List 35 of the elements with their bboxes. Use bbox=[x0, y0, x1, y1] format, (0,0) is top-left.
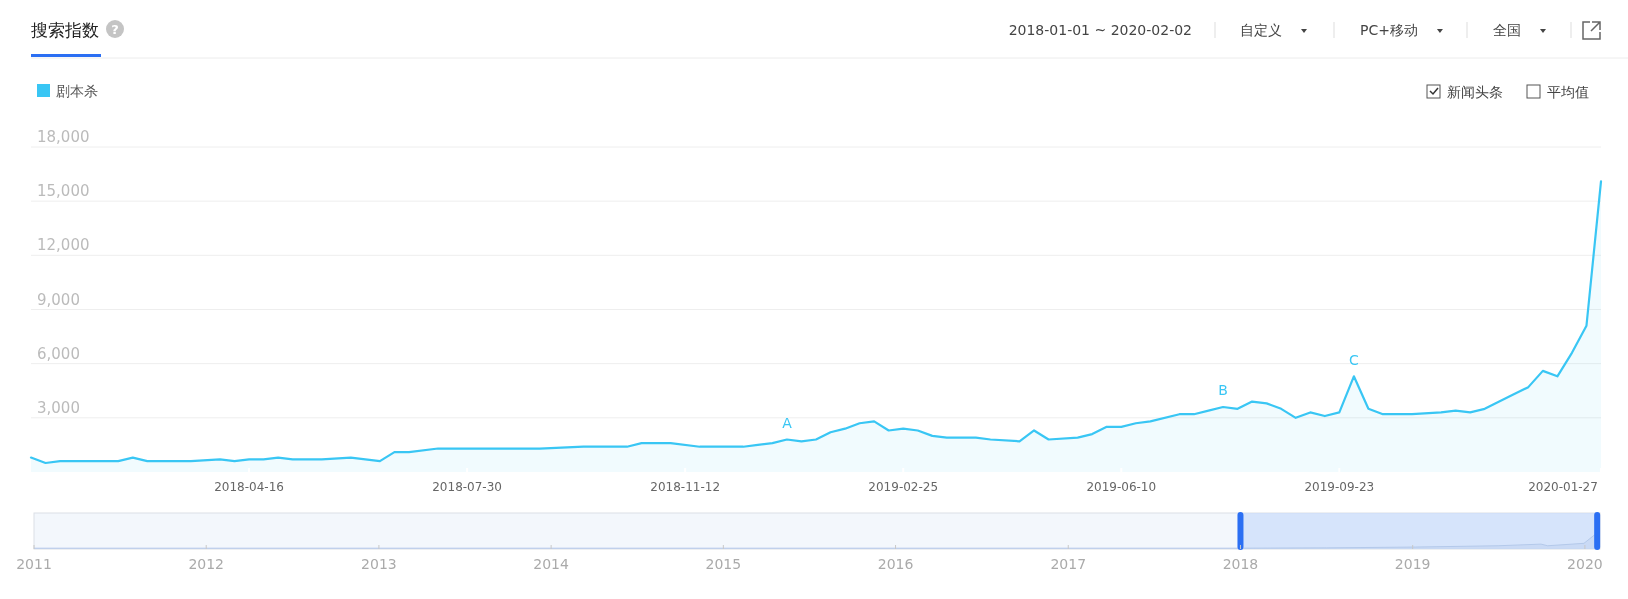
x-tick-label: 2016 bbox=[877, 556, 914, 572]
annotation: A bbox=[782, 415, 793, 432]
y-tick-label: 15,000 bbox=[37, 182, 90, 201]
chart-subtitle: 2018-01-01 ~ 2020-02-02 bbox=[1008, 22, 1192, 38]
text: 自定义 bbox=[1240, 22, 1282, 38]
x-tick-label: 2015 bbox=[705, 556, 742, 572]
x-tick-label: 2014 bbox=[533, 556, 570, 572]
y-tick-label: 3,000 bbox=[37, 398, 80, 417]
x-tick-label: 2019 bbox=[1394, 556, 1431, 572]
y-tick-label: 6,000 bbox=[37, 344, 80, 363]
x-tick-label: 2020-01-27 bbox=[1528, 480, 1598, 494]
x-tick-label: 2019-02-25 bbox=[868, 480, 939, 494]
x-tick-label: 2018-11-12 bbox=[650, 480, 721, 494]
x-tick-label: 2019-09-23 bbox=[1304, 480, 1375, 494]
text: PC+移动 bbox=[1360, 22, 1418, 38]
x-tick-label: 2012 bbox=[188, 556, 225, 572]
x-tick-label: 2017 bbox=[1050, 556, 1087, 572]
text: 新闻头条 bbox=[1447, 84, 1503, 100]
text: 平均值 bbox=[1547, 84, 1589, 100]
text: 全国 bbox=[1493, 22, 1521, 38]
x-tick-label: 2019-06-10 bbox=[1086, 480, 1157, 494]
x-tick-label: 2020 bbox=[1567, 556, 1603, 572]
chart-title: 搜索指数 bbox=[31, 20, 99, 40]
text: ? bbox=[111, 22, 119, 37]
annotation: C bbox=[1348, 352, 1359, 369]
x-tick-label: 2013 bbox=[361, 556, 397, 572]
x-tick-label: 2011 bbox=[16, 556, 52, 572]
y-tick-label: 18,000 bbox=[37, 128, 90, 146]
legend-label: 剧本杀 bbox=[56, 83, 98, 99]
x-tick-label: 2018 bbox=[1222, 556, 1259, 572]
x-tick-label: 2018-07-30 bbox=[432, 480, 502, 494]
y-tick-label: 9,000 bbox=[37, 290, 80, 309]
x-tick-label: 2018-04-16 bbox=[214, 480, 284, 494]
y-tick-label: 12,000 bbox=[37, 236, 90, 255]
annotation: B bbox=[1218, 382, 1228, 398]
